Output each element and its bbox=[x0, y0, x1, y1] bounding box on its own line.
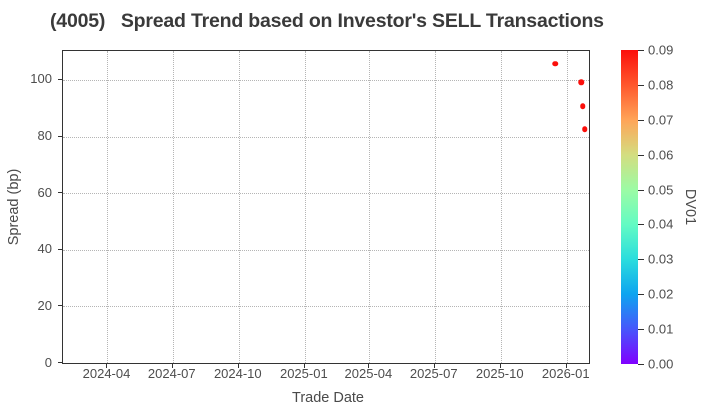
plot-area bbox=[62, 50, 590, 364]
x-tick-label: 2024-07 bbox=[147, 366, 196, 381]
y-tick bbox=[58, 78, 62, 80]
x-tick bbox=[237, 364, 239, 368]
x-tick bbox=[171, 364, 173, 368]
data-point bbox=[578, 79, 584, 85]
x-tick-label: 2025-07 bbox=[409, 366, 458, 381]
y-tick-label: 80 bbox=[37, 128, 52, 143]
x-tick bbox=[368, 364, 370, 368]
colorbar-tick-label: 0.05 bbox=[648, 182, 674, 198]
y-tick bbox=[58, 362, 62, 363]
colorbar-tick bbox=[638, 84, 644, 86]
x-gridline bbox=[369, 51, 371, 363]
y-tick-label: 20 bbox=[37, 297, 52, 313]
y-tick bbox=[58, 135, 62, 137]
y-gridline bbox=[63, 249, 589, 251]
y-tick-label: 0 bbox=[44, 354, 52, 370]
x-tick-label: 2024-04 bbox=[82, 366, 131, 381]
data-point bbox=[552, 60, 559, 67]
x-gridline bbox=[500, 51, 502, 363]
y-tick bbox=[58, 192, 62, 194]
colorbar-gradient bbox=[621, 50, 638, 364]
colorbar-tick-label: 0.06 bbox=[648, 147, 674, 163]
x-tick-label: 2025-04 bbox=[344, 366, 393, 381]
x-tick-label: 2025-10 bbox=[475, 366, 524, 381]
y-tick bbox=[58, 248, 62, 250]
colorbar-tick-label: 0.09 bbox=[648, 42, 674, 58]
chart-title: (4005) Spread Trend based on Investor's … bbox=[50, 10, 604, 32]
data-point bbox=[581, 126, 588, 133]
colorbar-tick bbox=[638, 294, 644, 296]
x-tick bbox=[433, 364, 435, 368]
colorbar-tick bbox=[638, 119, 644, 121]
y-axis-title: Spread (bp) bbox=[6, 168, 22, 246]
x-gridline bbox=[566, 51, 568, 363]
x-tick-label: 2026-01 bbox=[541, 366, 590, 381]
colorbar-tick-label: 0.01 bbox=[648, 321, 674, 337]
colorbar-tick bbox=[638, 50, 644, 51]
colorbar-title: DV01 bbox=[682, 188, 698, 226]
x-tick-label: 2025-01 bbox=[279, 366, 328, 381]
x-gridline bbox=[304, 51, 306, 363]
colorbar-tick bbox=[638, 329, 644, 331]
x-tick bbox=[303, 364, 305, 368]
colorbar-tick-label: 0.03 bbox=[648, 251, 674, 267]
x-gridline bbox=[172, 51, 174, 363]
y-tick-label: 40 bbox=[37, 241, 52, 257]
x-gridline bbox=[434, 51, 436, 363]
colorbar-tick-label: 0.02 bbox=[648, 286, 674, 302]
x-tick bbox=[499, 364, 501, 368]
colorbar-tick bbox=[638, 189, 644, 191]
colorbar-tick-label: 0.00 bbox=[648, 356, 674, 372]
colorbar-tick bbox=[638, 364, 644, 365]
y-gridline bbox=[63, 136, 589, 138]
colorbar-tick-label: 0.04 bbox=[648, 216, 674, 232]
y-gridline bbox=[63, 79, 589, 81]
x-tick bbox=[565, 364, 567, 368]
y-gridline bbox=[63, 193, 589, 195]
colorbar-tick bbox=[638, 259, 644, 261]
data-point bbox=[579, 103, 586, 110]
y-tick-label: 60 bbox=[37, 184, 52, 200]
x-axis-title: Trade Date bbox=[292, 390, 364, 406]
x-gridline bbox=[107, 51, 109, 363]
y-tick bbox=[58, 305, 62, 307]
colorbar-tick bbox=[638, 224, 644, 226]
x-tick bbox=[106, 364, 108, 368]
colorbar-tick bbox=[638, 154, 644, 156]
x-tick-label: 2024-10 bbox=[213, 366, 262, 381]
colorbar-tick-label: 0.08 bbox=[648, 77, 674, 93]
y-gridline bbox=[63, 306, 589, 308]
y-tick-label: 100 bbox=[30, 71, 52, 87]
x-gridline bbox=[238, 51, 240, 363]
colorbar-tick-label: 0.07 bbox=[648, 112, 674, 128]
